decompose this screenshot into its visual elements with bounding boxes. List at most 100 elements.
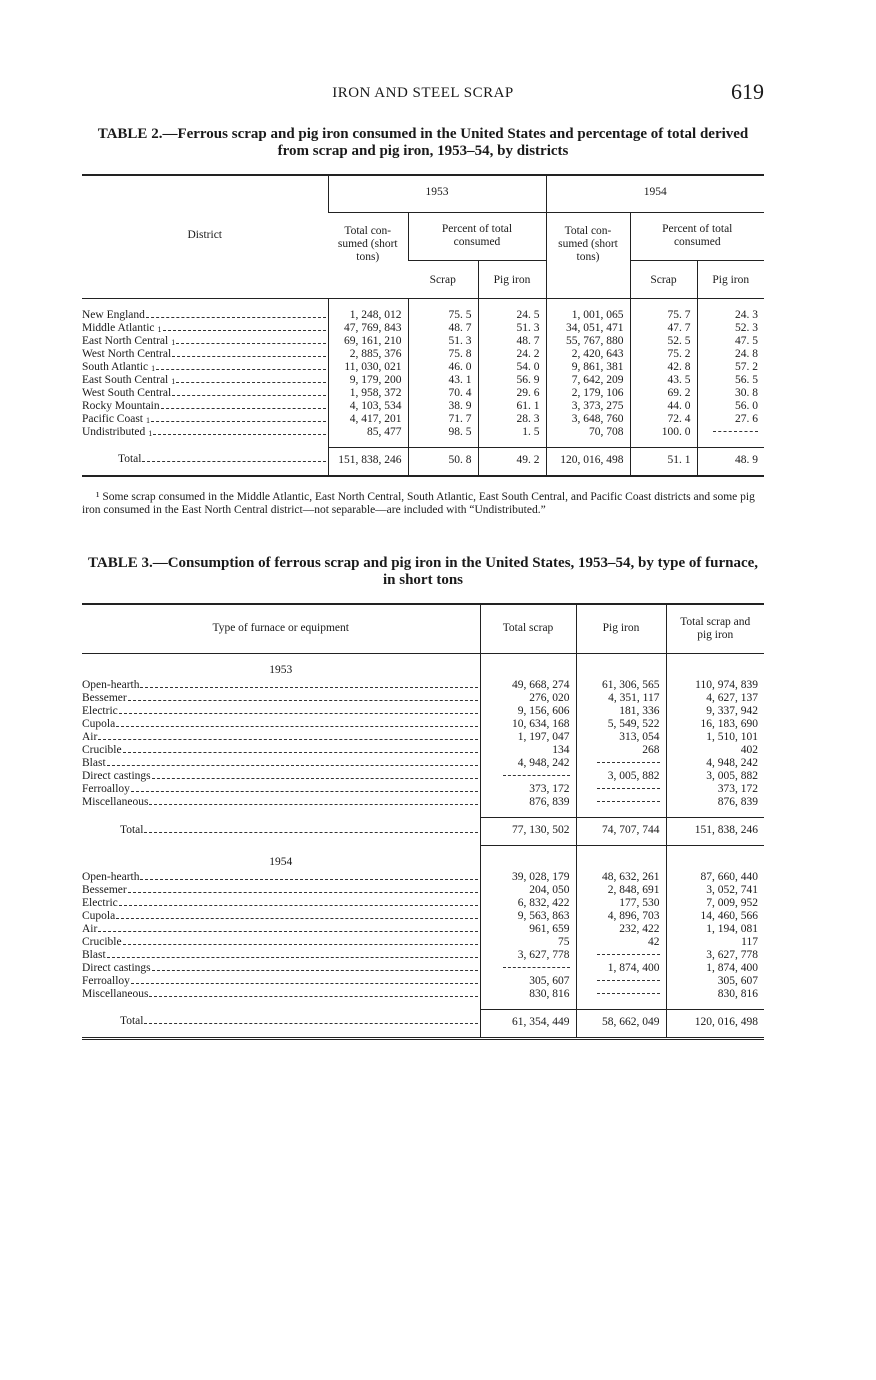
row-label: East South Central 1 — [82, 374, 328, 387]
empty-dash — [597, 801, 660, 802]
dot-leader — [127, 699, 478, 701]
cell-t54: 2, 179, 106 — [545, 386, 630, 400]
row-label-text: Air — [82, 922, 98, 935]
row-label-text: Miscellaneous — [82, 987, 149, 1000]
empty-dash — [597, 992, 660, 994]
empty-dash — [712, 430, 759, 432]
row-label-text: Direct castings — [82, 770, 151, 782]
empty-dash — [502, 966, 570, 968]
cell-p53: 48. 7 — [477, 334, 546, 348]
dot-leader — [116, 917, 478, 919]
cell-s53: 48. 7 — [407, 321, 478, 335]
cell-p54: 24. 3 — [696, 298, 765, 322]
district-cell: Undistributed 1 — [82, 426, 328, 448]
dot-leader — [140, 878, 478, 880]
dot-leader — [142, 460, 326, 462]
district-cell: West South Central — [82, 387, 328, 400]
cell-scrap: 49, 668, 274 — [479, 679, 576, 692]
row-label-text: Electric — [82, 705, 118, 717]
furnace-type-cell: Miscellaneous — [82, 796, 480, 818]
cell-t54: 34, 051, 471 — [545, 321, 630, 335]
table-row: Direct castings 1, 874, 400 1, 874, 400 — [82, 961, 764, 975]
cell-p54: 30. 8 — [696, 386, 765, 400]
cell-both: 3, 005, 882 — [665, 770, 764, 783]
cell-scrap: 1, 197, 047 — [479, 731, 576, 744]
pig-iron-header-1953: Pig iron — [477, 260, 546, 299]
cell-both: 110, 974, 839 — [665, 679, 764, 692]
row-label-text: West South Central — [82, 386, 172, 399]
cell-s54: 72. 4 — [629, 412, 697, 426]
district-cell: New England — [82, 298, 328, 322]
total-t53: 151, 838, 246 — [327, 446, 408, 476]
district-cell: South Atlantic 1 — [82, 361, 328, 374]
row-label: Ferroalloy — [82, 975, 480, 988]
cell-p54: 24. 8 — [696, 347, 765, 361]
table2: District 1953 1954 Total con- sumed (sho… — [82, 174, 765, 477]
furnace-type-cell: Ferroalloy — [82, 783, 480, 796]
cell-p54: 52. 3 — [696, 321, 765, 335]
total-p53: 49. 2 — [477, 446, 546, 476]
dot-leader — [153, 433, 326, 435]
total-row: Total 61, 354, 449 58, 662, 049 120, 016, 4… — [82, 1008, 764, 1039]
cell-p54 — [696, 425, 765, 447]
dot-leader — [160, 407, 326, 409]
row-label-text: Middle Atlantic — [82, 321, 155, 334]
dot-leader — [156, 368, 326, 370]
total-both: 120, 016, 498 — [665, 1008, 764, 1039]
year-row: 1954 — [82, 845, 764, 871]
cell-pig — [575, 974, 666, 988]
cell-t53: 2, 885, 376 — [327, 347, 408, 361]
cell-both: 117 — [665, 935, 764, 949]
row-label-text: East North Central — [82, 334, 169, 347]
row-label: Electric — [82, 897, 480, 910]
cell-pig: 42 — [575, 935, 666, 949]
row-label-text: Cupola — [82, 718, 116, 730]
dot-leader — [176, 342, 326, 344]
page: IRON AND STEEL SCRAP 619 TABLE 2.—Ferrou… — [82, 0, 765, 1040]
empty-cell — [575, 653, 666, 679]
dot-leader — [127, 891, 478, 893]
cell-both: 830, 816 — [665, 987, 764, 1009]
cell-pig: 232, 422 — [575, 922, 666, 936]
scrap-header-1953: Scrap — [408, 260, 478, 299]
cell-s53: 71. 7 — [407, 412, 478, 426]
cell-scrap: 6, 832, 422 — [479, 896, 576, 910]
cell-t54: 7, 642, 209 — [545, 373, 630, 387]
cell-pig: 2, 848, 691 — [575, 883, 666, 897]
cell-s54: 47. 7 — [629, 321, 697, 335]
table-row: Electric 6, 832, 422 177, 530 7, 009, 952 — [82, 896, 764, 910]
total-consumed-header-1953: Total con- sumed (short tons) — [328, 212, 408, 299]
total-s53: 50. 8 — [407, 446, 478, 476]
empty-cell — [479, 845, 576, 871]
empty-cell — [665, 845, 764, 871]
cell-t54: 3, 373, 275 — [545, 399, 630, 413]
dot-leader — [151, 777, 478, 779]
dot-leader — [149, 995, 478, 997]
table-row: Open-hearth 49, 668, 274 61, 306, 565 110, … — [82, 679, 764, 692]
cell-scrap — [479, 961, 576, 975]
cell-p54: 56. 0 — [696, 399, 765, 413]
cell-p54: 47. 5 — [696, 334, 765, 348]
cell-both: 87, 660, 440 — [665, 870, 764, 884]
cell-t54: 1, 001, 065 — [545, 298, 630, 322]
district-cell: Pacific Coast 1 — [82, 413, 328, 426]
row-label-text: Crucible — [82, 935, 122, 948]
furnace-type-cell: Air — [82, 731, 480, 744]
cell-s53: 70. 4 — [407, 386, 478, 400]
row-label: South Atlantic 1 — [82, 361, 328, 374]
cell-pig: 5, 549, 522 — [575, 718, 666, 731]
row-label: East North Central 1 — [82, 335, 328, 348]
furnace-type-cell: Direct castings — [82, 962, 480, 975]
cell-s54: 100. 0 — [629, 425, 697, 447]
row-label-text: Pacific Coast — [82, 412, 143, 425]
cell-t54: 55, 767, 880 — [545, 334, 630, 348]
row-label-text: Total — [120, 823, 144, 836]
row-label: Bessemer — [82, 884, 480, 897]
cell-both: 4, 627, 137 — [665, 692, 764, 705]
cell-pig: 3, 005, 882 — [575, 770, 666, 783]
total-both-header: Total scrap and pig iron — [665, 603, 764, 654]
cell-both: 7, 009, 952 — [665, 896, 764, 910]
dot-leader — [151, 420, 326, 422]
row-label-text: Total — [120, 1015, 144, 1027]
